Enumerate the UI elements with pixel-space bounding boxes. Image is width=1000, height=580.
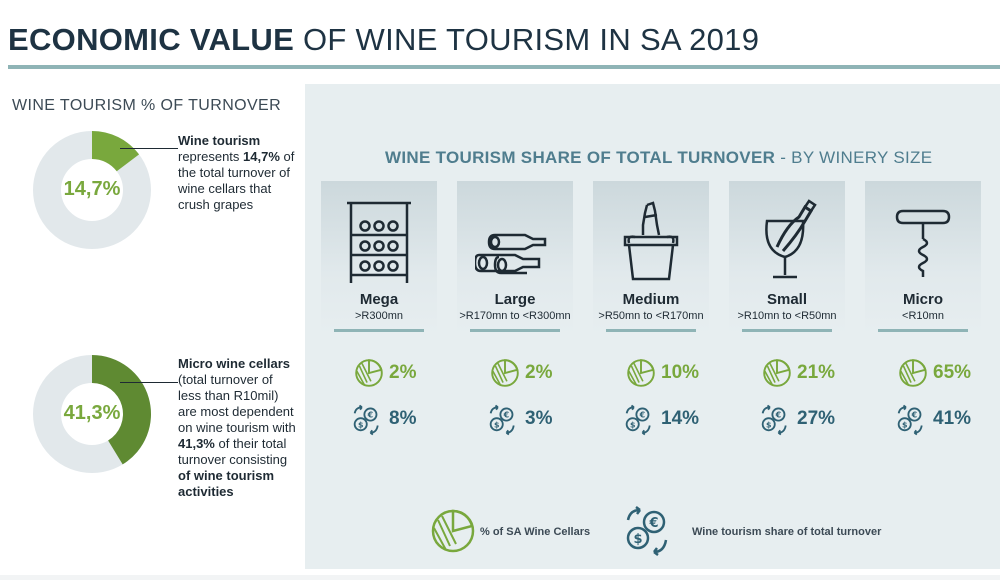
legend-turnover-label: Wine tourism share of total turnover	[692, 526, 882, 538]
svg-text:€: €	[503, 411, 509, 420]
panel-title-rest: - BY WINERY SIZE	[775, 148, 933, 167]
legend-cellars-label: % of SA Wine Cellars	[480, 526, 591, 538]
pie-chart-icon-large	[491, 359, 519, 387]
svg-text:€: €	[639, 411, 645, 420]
column-rule-large	[470, 329, 560, 332]
column-rule-small	[742, 329, 832, 332]
pie-chart-legend-icon	[431, 509, 475, 553]
donut-total-slice	[92, 131, 140, 172]
note2-bold-a: Micro wine cellars	[178, 356, 290, 371]
cellar-share-value-mega: 2%	[389, 362, 417, 383]
turnover-share-value-medium: 14%	[661, 408, 700, 429]
note1-bold-a: Wine tourism	[178, 133, 261, 148]
category-name: Micro	[902, 291, 943, 308]
category-name: Mega	[359, 291, 399, 308]
column-large: Large >R170mn to <R300mn	[457, 181, 573, 335]
donut-total-label: 14,7%	[63, 178, 121, 200]
note1-text-a: represents	[178, 149, 244, 164]
currency-exchange-icon-large: €$	[489, 404, 515, 436]
svg-text:$: $	[358, 420, 363, 429]
donut-chart-micro: 41,3%	[30, 352, 154, 476]
corkscrew-icon	[895, 209, 951, 277]
cellar-share-value-small: 21%	[797, 362, 836, 383]
column-rule-medium	[606, 329, 696, 332]
page-title: ECONOMIC VALUE OF WINE TOURISM IN SA 201…	[8, 22, 759, 58]
column-rule-micro	[878, 329, 968, 332]
note2-bold-b: 41,3%	[178, 436, 215, 451]
turnover-share-value-large: 3%	[525, 408, 553, 429]
title-rest: OF WINE TOURISM IN SA 2019	[294, 22, 760, 57]
pie-chart-icon-micro	[899, 359, 927, 387]
cellar-share-value-micro: 65%	[933, 362, 972, 383]
currency-exchange-icon-medium: €$	[625, 404, 651, 436]
currency-exchange-legend-icon: € $	[626, 506, 668, 556]
column-mega: Mega >R300mn	[321, 181, 437, 335]
note2-text-b: of their total turnover consisting	[178, 436, 288, 467]
turnover-share-value-micro: 41%	[933, 408, 972, 429]
svg-text:$: $	[633, 532, 642, 547]
donut-micro-label: 41,3%	[63, 402, 121, 424]
panel-title-bold: WINE TOURISM SHARE OF TOTAL TURNOVER	[385, 148, 776, 167]
svg-text:€: €	[367, 411, 373, 420]
donut-total-svg	[33, 131, 151, 249]
note2-bold-c: of wine tourism activities	[178, 468, 275, 499]
callout-line-1	[120, 148, 178, 149]
title-divider	[8, 65, 1000, 69]
category-range: >R170mn to <R300mn	[459, 310, 571, 322]
currency-exchange-icon-small: €$	[761, 404, 787, 436]
svg-text:$: $	[766, 420, 771, 429]
pie-chart-icon-small	[763, 359, 791, 387]
left-subtitle: WINE TOURISM % OF TURNOVER	[12, 97, 282, 114]
title-bold: ECONOMIC VALUE	[8, 22, 295, 57]
panel-title: WINE TOURISM SHARE OF TOTAL TURNOVER - B…	[385, 148, 932, 168]
cellar-share-value-large: 2%	[525, 362, 553, 383]
wine-glass-icon	[765, 199, 817, 279]
turnover-share-value-small: 27%	[797, 408, 836, 429]
note-micro-cellars: Micro wine cellars (total turnover of le…	[178, 356, 296, 500]
pie-chart-icon-mega	[355, 359, 383, 387]
category-range: <R10mn	[902, 310, 944, 322]
svg-text:€: €	[911, 411, 917, 420]
svg-text:€: €	[648, 516, 658, 531]
svg-text:$: $	[630, 420, 635, 429]
note1-bold-b: 14,7%	[243, 149, 280, 164]
note1-text-b: of the total turnover of wine cellars th…	[178, 149, 295, 212]
category-range: >R50mn to <R170mn	[598, 310, 704, 322]
svg-text:$: $	[494, 420, 499, 429]
cellar-share-value-medium: 10%	[661, 362, 700, 383]
pie-chart-icon-medium	[627, 359, 655, 387]
svg-text:$: $	[902, 420, 907, 429]
svg-text:€: €	[775, 411, 781, 420]
category-range: >R10mn to <R50mn	[737, 310, 837, 322]
column-medium: Medium >R50mn to <R170mn	[593, 181, 709, 335]
category-name: Medium	[622, 291, 680, 308]
currency-exchange-icon-mega: €$	[353, 404, 379, 436]
callout-line-2	[120, 382, 178, 383]
wine-bottles-icon	[475, 233, 547, 275]
ice-bucket-icon	[623, 201, 679, 281]
category-range: >R300mn	[354, 310, 403, 322]
column-micro: Micro <R10mn	[865, 181, 981, 335]
category-name: Small	[766, 291, 808, 308]
category-name: Large	[494, 291, 536, 308]
note-total-tourism: Wine tourism represents 14,7% of the tot…	[178, 133, 298, 213]
column-rule-mega	[334, 329, 424, 332]
currency-exchange-icon-micro: €$	[897, 404, 923, 436]
wine-rack-icon	[347, 201, 411, 283]
turnover-share-value-mega: 8%	[389, 408, 417, 429]
bottom-divider	[0, 575, 1000, 580]
column-small: Small >R10mn to <R50mn	[729, 181, 845, 335]
note2-text-a: (total turnover of less than R10mil) are…	[178, 372, 296, 435]
donut-chart-total: 14,7%	[30, 128, 154, 252]
